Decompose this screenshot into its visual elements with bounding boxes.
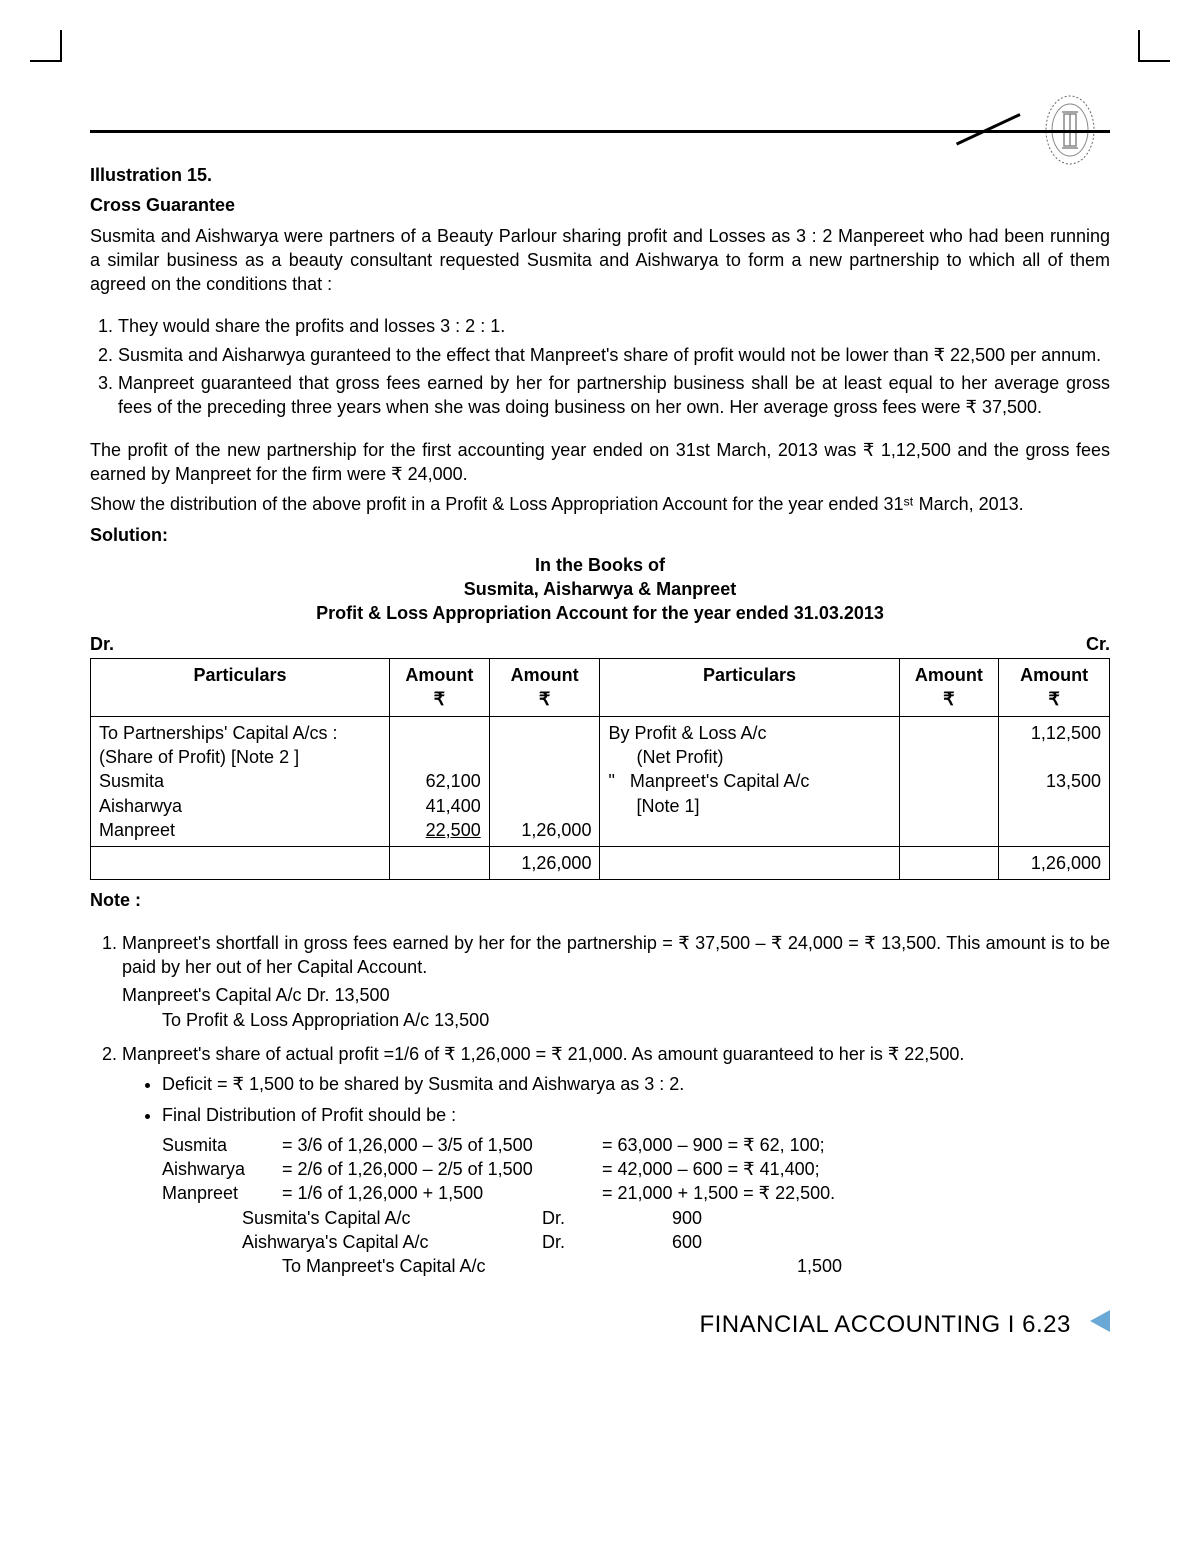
notes-list: Manpreet's shortfall in gross fees earne… [90, 931, 1110, 1279]
cell-rt-blank2 [899, 847, 999, 880]
conditions-list: They would share the profits and losses … [90, 314, 1110, 419]
dr-cr-row: Dr. Cr. [90, 632, 1110, 656]
illustration-label: Illustration 15. [90, 163, 1110, 187]
intro-text: Susmita and Aishwarya were partners of a… [90, 224, 1110, 297]
th-amount-l1: Amount₹ [390, 659, 490, 717]
arrow-icon [1084, 1309, 1110, 1341]
cell-left-amt1: 62,100 41,400 22,500 [390, 716, 490, 846]
condition-1: They would share the profits and losses … [118, 314, 1110, 338]
crop-marks [0, 30, 1200, 70]
je-row-2: Aishwarya's Capital A/c Dr. 600 [242, 1230, 1110, 1254]
note-1: Manpreet's shortfall in gross fees earne… [122, 931, 1110, 1032]
th-particulars-l: Particulars [91, 659, 390, 717]
books-title-1: In the Books of [90, 553, 1110, 577]
cell-left-body: To Partnerships' Capital A/cs : (Share o… [91, 716, 390, 846]
page: Illustration 15. Cross Guarantee Susmita… [0, 0, 1200, 1381]
header-rule [90, 130, 1110, 133]
cell-right-amt1 [899, 716, 999, 846]
th-amount-l2: Amount₹ [489, 659, 600, 717]
books-title-2: Susmita, Aisharwya & Manpreet [90, 577, 1110, 601]
solution-label: Solution: [90, 523, 1110, 547]
note-2: Manpreet's share of actual profit =1/6 o… [122, 1042, 1110, 1279]
th-particulars-r: Particulars [600, 659, 899, 717]
note2-bullets: Deficit = ₹ 1,500 to be shared by Susmit… [122, 1072, 1110, 1127]
note2-b1: Deficit = ₹ 1,500 to be shared by Susmit… [162, 1072, 1110, 1096]
th-amount-r2: Amount₹ [999, 659, 1110, 717]
condition-3: Manpreet guaranteed that gross fees earn… [118, 371, 1110, 420]
note1-je2: To Profit & Loss Appropriation A/c 13,50… [122, 1008, 1110, 1032]
cell-left-amt2: 1,26,000 [489, 716, 600, 846]
profit-text: The profit of the new partnership for th… [90, 438, 1110, 487]
footer-text: FINANCIAL ACCOUNTING I 6.23 [699, 1309, 1070, 1341]
je-row-3: To Manpreet's Capital A/c 1,500 [242, 1254, 1110, 1278]
cr-label: Cr. [1086, 632, 1110, 656]
note1-je1: Manpreet's Capital A/c Dr. 13,500 [122, 983, 1110, 1007]
books-title-3: Profit & Loss Appropriation Account for … [90, 601, 1110, 625]
cell-lt-blank [91, 847, 390, 880]
cell-left-total: 1,26,000 [489, 847, 600, 880]
show-text: Show the distribution of the above profi… [90, 492, 1110, 516]
note-label: Note : [90, 888, 1110, 912]
dr-label: Dr. [90, 632, 114, 656]
condition-2: Susmita and Aisharwya guranteed to the e… [118, 343, 1110, 367]
cell-rt-blank [600, 847, 899, 880]
appropriation-table: Particulars Amount₹ Amount₹ Particulars … [90, 658, 1110, 880]
note2-b2: Final Distribution of Profit should be : [162, 1103, 1110, 1127]
calc-block: Susmita = 3/6 of 1,26,000 – 3/5 of 1,500… [162, 1133, 1110, 1206]
je-row-1: Susmita's Capital A/c Dr. 900 [242, 1206, 1110, 1230]
cell-right-body: By Profit & Loss A/c (Net Profit) " Manp… [600, 716, 899, 846]
th-amount-r1: Amount₹ [899, 659, 999, 717]
cell-right-amt2: 1,12,500 13,500 [999, 716, 1110, 846]
cell-lt-blank2 [390, 847, 490, 880]
note1-text: Manpreet's shortfall in gross fees earne… [122, 931, 1110, 980]
page-footer: FINANCIAL ACCOUNTING I 6.23 [90, 1309, 1110, 1342]
cross-guarantee-label: Cross Guarantee [90, 193, 1110, 217]
content: Illustration 15. Cross Guarantee Susmita… [90, 163, 1110, 1341]
note2-text: Manpreet's share of actual profit =1/6 o… [122, 1042, 1110, 1066]
cell-right-total: 1,26,000 [999, 847, 1110, 880]
